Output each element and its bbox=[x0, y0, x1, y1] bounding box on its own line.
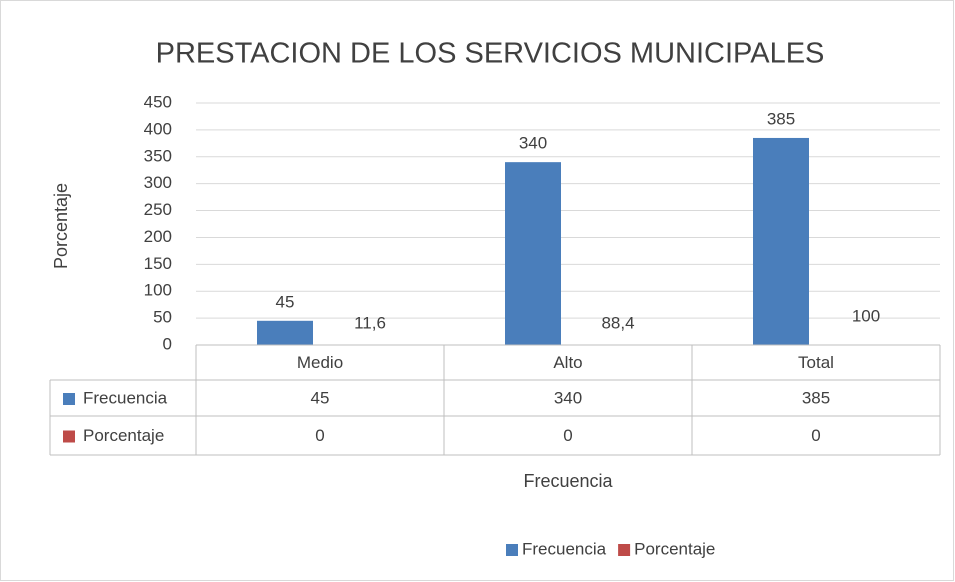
table-cell: 0 bbox=[811, 426, 820, 445]
y-tick-label: 200 bbox=[144, 227, 172, 246]
annotation: 100 bbox=[852, 306, 880, 325]
y-tick-label: 300 bbox=[144, 173, 172, 192]
data-label: 340 bbox=[519, 134, 547, 153]
y-tick-label: 50 bbox=[153, 308, 172, 327]
x-axis-title: Frecuencia bbox=[523, 471, 613, 491]
legend-swatch bbox=[618, 544, 631, 556]
x-tick-label: Alto bbox=[553, 353, 582, 372]
table-cell: 0 bbox=[315, 426, 324, 445]
bar bbox=[505, 162, 561, 345]
y-tick-label: 150 bbox=[144, 254, 172, 273]
data-label: 45 bbox=[276, 292, 295, 311]
legend-label: Frecuencia bbox=[522, 539, 607, 558]
y-axis-title: Porcentaje bbox=[51, 183, 71, 269]
x-tick-label: Medio bbox=[297, 353, 343, 372]
x-tick-label: Total bbox=[798, 353, 834, 372]
y-tick-label: 350 bbox=[144, 146, 172, 165]
legend-swatch bbox=[63, 430, 75, 443]
table-row-label: Porcentaje bbox=[83, 426, 164, 445]
chart-title: PRESTACION DE LOS SERVICIOS MUNICIPALES bbox=[156, 38, 825, 70]
table-row-label: Frecuencia bbox=[83, 388, 168, 407]
annotation: 88,4 bbox=[601, 313, 634, 332]
table-cell: 45 bbox=[311, 388, 330, 407]
legend-label: Porcentaje bbox=[634, 539, 715, 558]
data-label: 385 bbox=[767, 109, 795, 128]
legend-swatch bbox=[63, 393, 75, 405]
bar bbox=[753, 137, 809, 345]
y-tick-label: 100 bbox=[144, 281, 172, 300]
table-cell: 340 bbox=[554, 388, 582, 407]
y-tick-label: 250 bbox=[144, 200, 172, 219]
y-tick-label: 450 bbox=[144, 92, 172, 111]
y-tick-label: 400 bbox=[144, 119, 172, 138]
bar bbox=[257, 320, 313, 345]
legend-swatch bbox=[506, 544, 518, 556]
table-cell: 385 bbox=[802, 388, 830, 407]
annotation: 11,6 bbox=[354, 313, 386, 332]
y-tick-label: 0 bbox=[163, 334, 172, 353]
table-cell: 0 bbox=[563, 426, 572, 445]
